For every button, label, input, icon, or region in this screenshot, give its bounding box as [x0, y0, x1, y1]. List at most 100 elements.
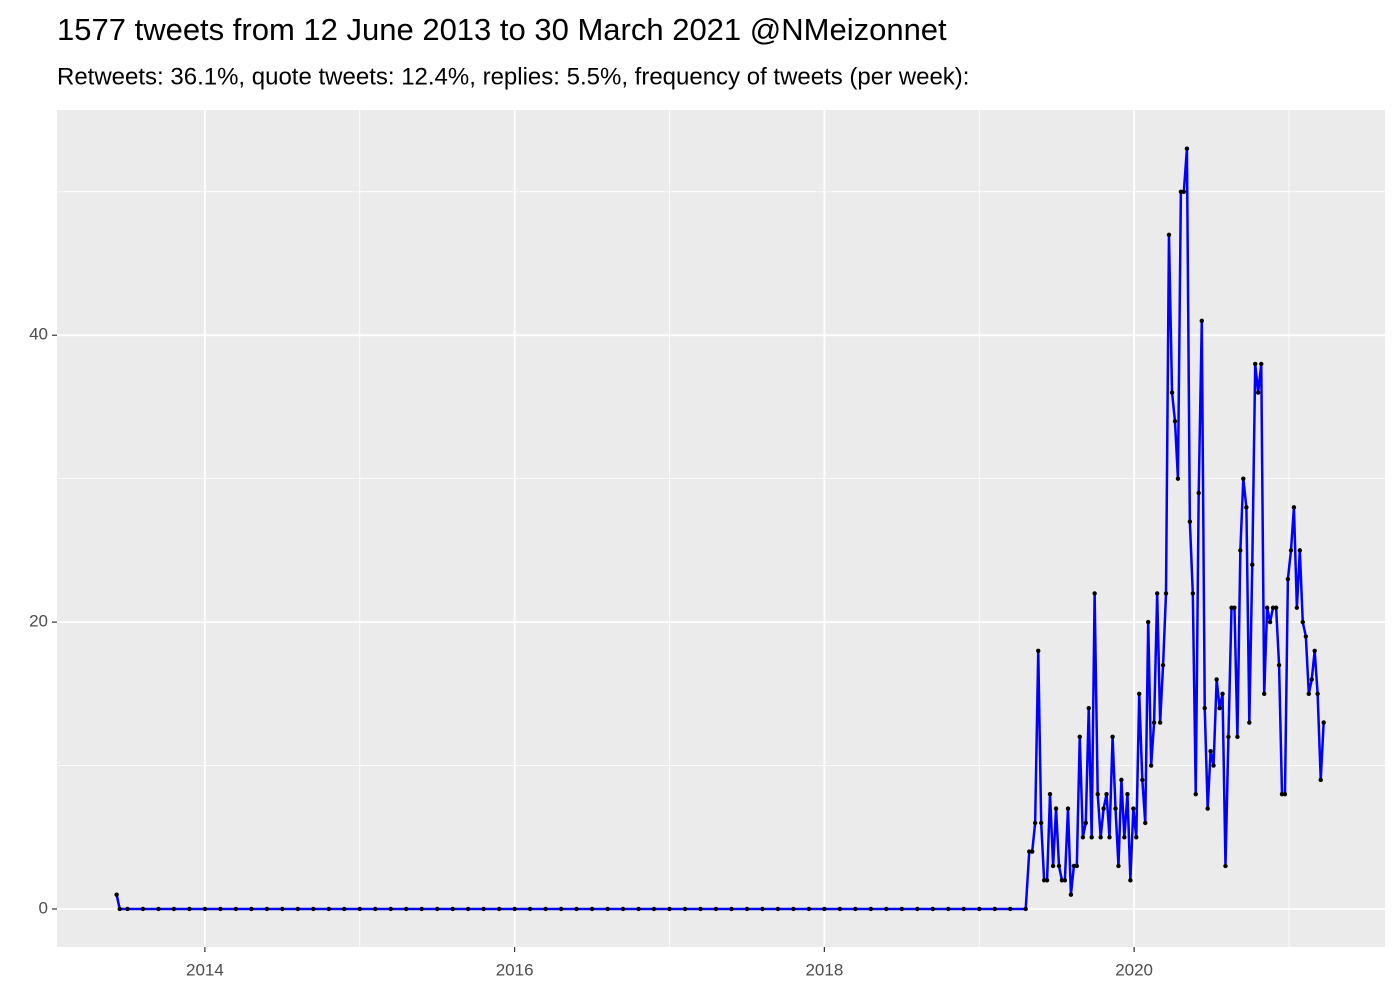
point	[822, 906, 827, 912]
point	[620, 906, 626, 912]
point	[1134, 835, 1139, 840]
point	[1241, 476, 1246, 481]
point	[249, 906, 254, 912]
point	[1238, 548, 1243, 553]
point	[419, 906, 424, 912]
point	[1151, 720, 1157, 725]
point	[1030, 849, 1035, 854]
point	[1077, 734, 1082, 740]
point	[435, 906, 440, 912]
point	[1080, 835, 1086, 840]
point	[1169, 390, 1175, 395]
point	[1154, 591, 1160, 596]
point	[1202, 705, 1207, 711]
point	[1038, 820, 1044, 826]
point	[543, 906, 548, 912]
point	[404, 906, 409, 912]
point	[1270, 605, 1276, 610]
point	[1062, 878, 1068, 883]
x-tick-label: 2020	[1115, 960, 1153, 979]
point	[1214, 677, 1219, 682]
point	[1163, 591, 1169, 596]
point	[760, 906, 765, 912]
point	[729, 906, 734, 912]
chart-title: 1577 tweets from 12 June 2013 to 30 Marc…	[57, 12, 947, 47]
point	[1253, 361, 1258, 367]
point	[1166, 232, 1172, 237]
point	[1056, 863, 1062, 869]
point	[806, 906, 812, 912]
point	[1205, 806, 1210, 811]
point	[1068, 892, 1074, 897]
point	[1140, 777, 1145, 783]
point	[1110, 734, 1115, 740]
point	[1044, 878, 1050, 883]
point	[682, 906, 688, 912]
point	[140, 906, 146, 912]
point	[574, 906, 579, 912]
x-tick-label: 2014	[186, 960, 224, 979]
point	[264, 906, 270, 912]
point	[915, 906, 920, 912]
point	[1146, 619, 1151, 625]
point	[1232, 605, 1237, 610]
point	[1250, 562, 1255, 567]
point	[1291, 505, 1297, 510]
point	[202, 906, 208, 912]
panel	[57, 110, 1385, 947]
point	[1211, 763, 1216, 768]
point	[481, 906, 486, 912]
point	[1223, 863, 1228, 869]
point	[1065, 806, 1071, 811]
point	[1217, 705, 1222, 711]
point	[1098, 835, 1103, 840]
point	[1148, 763, 1154, 768]
chart-subtitle: Retweets: 36.1%, quote tweets: 12.4%, re…	[57, 63, 969, 90]
point	[775, 906, 781, 912]
point	[946, 906, 951, 912]
point	[1288, 548, 1294, 553]
point	[342, 906, 347, 912]
point	[1244, 505, 1249, 510]
point	[1047, 792, 1053, 797]
point	[992, 906, 997, 912]
point	[667, 906, 672, 912]
point	[1137, 691, 1142, 697]
point	[1119, 777, 1124, 783]
point	[853, 906, 858, 912]
point	[1104, 792, 1109, 797]
point	[1321, 720, 1326, 725]
point	[698, 906, 703, 912]
point	[1128, 878, 1133, 883]
point	[1220, 691, 1225, 697]
point	[1053, 806, 1059, 811]
point	[388, 906, 393, 912]
point	[558, 906, 564, 912]
point	[1276, 662, 1282, 668]
point	[1143, 820, 1148, 826]
point	[117, 906, 122, 912]
point	[1089, 835, 1094, 840]
point	[1101, 806, 1106, 811]
point	[791, 906, 796, 912]
point	[1125, 792, 1130, 797]
point	[1122, 835, 1127, 840]
point	[1193, 792, 1198, 797]
point	[1273, 605, 1279, 610]
point	[1187, 519, 1193, 524]
point	[326, 906, 331, 912]
point	[1074, 863, 1080, 869]
point	[1160, 662, 1166, 668]
point	[1157, 720, 1163, 725]
point	[1086, 705, 1091, 711]
point	[1008, 906, 1013, 912]
point	[1285, 576, 1291, 582]
point	[713, 906, 719, 912]
point	[1208, 748, 1213, 754]
point	[527, 906, 533, 912]
point	[187, 906, 192, 912]
point	[1107, 835, 1112, 840]
point	[1172, 419, 1178, 424]
point	[233, 906, 239, 912]
